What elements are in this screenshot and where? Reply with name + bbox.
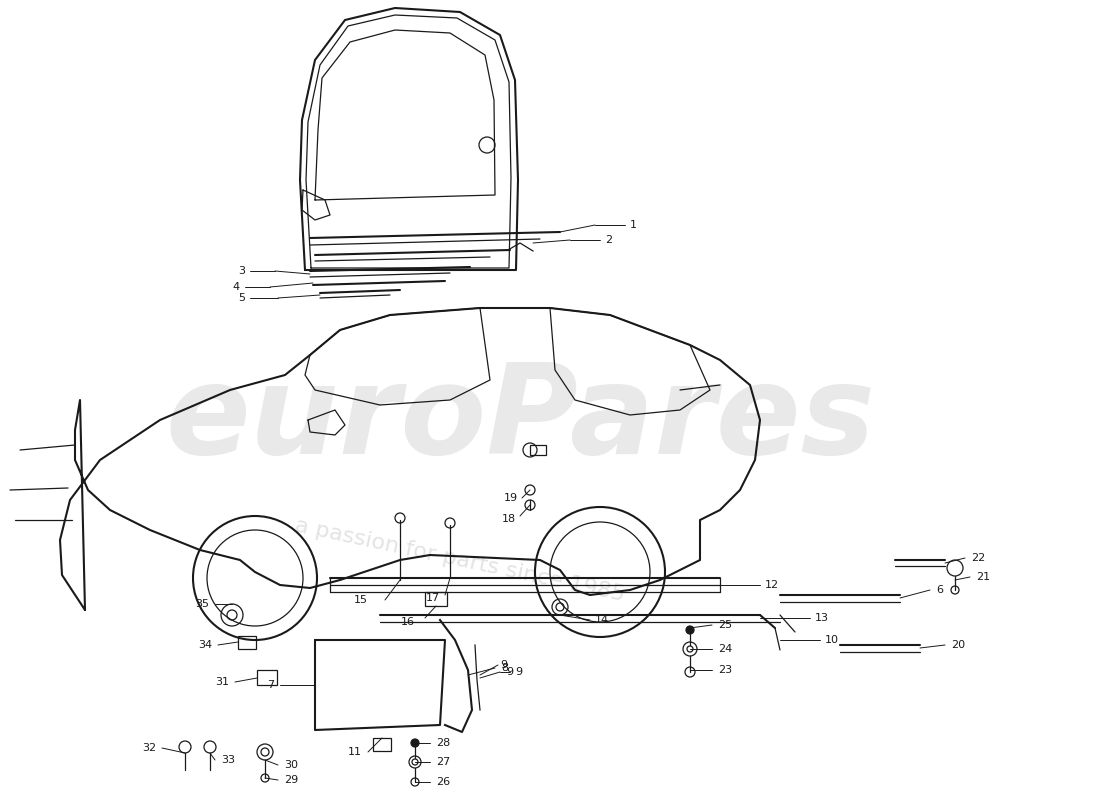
Text: 28: 28 bbox=[436, 738, 450, 748]
Text: 9: 9 bbox=[506, 667, 513, 677]
Text: 9: 9 bbox=[500, 660, 507, 670]
Text: 11: 11 bbox=[348, 747, 362, 757]
Text: 1: 1 bbox=[630, 220, 637, 230]
Text: euroPares: euroPares bbox=[165, 359, 874, 481]
Text: 3: 3 bbox=[238, 266, 245, 276]
Text: 25: 25 bbox=[718, 620, 733, 630]
Text: 8: 8 bbox=[500, 663, 508, 673]
Text: a passion for parts since 1985: a passion for parts since 1985 bbox=[294, 515, 627, 605]
Text: 21: 21 bbox=[976, 572, 990, 582]
Circle shape bbox=[411, 739, 419, 747]
Text: 4: 4 bbox=[233, 282, 240, 292]
Text: 7: 7 bbox=[267, 680, 274, 690]
Text: 19: 19 bbox=[504, 493, 518, 503]
Text: 34: 34 bbox=[198, 640, 212, 650]
Text: 13: 13 bbox=[815, 613, 829, 623]
Text: 9: 9 bbox=[515, 667, 522, 677]
Text: 24: 24 bbox=[718, 644, 733, 654]
Circle shape bbox=[686, 626, 694, 634]
Text: 32: 32 bbox=[142, 743, 156, 753]
Text: 10: 10 bbox=[825, 635, 839, 645]
Text: 2: 2 bbox=[605, 235, 612, 245]
Text: 18: 18 bbox=[502, 514, 516, 524]
Text: 20: 20 bbox=[952, 640, 965, 650]
Text: 15: 15 bbox=[354, 595, 368, 605]
Text: 23: 23 bbox=[718, 665, 733, 675]
Text: 27: 27 bbox=[436, 757, 450, 767]
Text: 12: 12 bbox=[764, 580, 779, 590]
Text: 16: 16 bbox=[402, 617, 415, 627]
Text: 17: 17 bbox=[426, 593, 440, 603]
Text: 33: 33 bbox=[221, 755, 235, 765]
Text: 29: 29 bbox=[284, 775, 298, 785]
Text: 31: 31 bbox=[214, 677, 229, 687]
Text: 6: 6 bbox=[936, 585, 943, 595]
Text: 30: 30 bbox=[284, 760, 298, 770]
Text: 35: 35 bbox=[195, 599, 209, 609]
Text: 26: 26 bbox=[436, 777, 450, 787]
Text: 14: 14 bbox=[595, 615, 609, 625]
Text: 5: 5 bbox=[238, 293, 245, 303]
Text: 22: 22 bbox=[971, 553, 986, 563]
